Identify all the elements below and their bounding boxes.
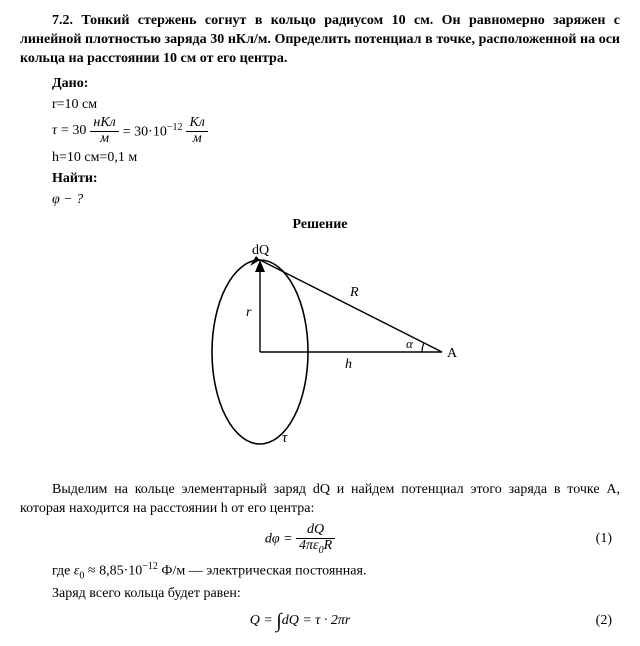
eq2-prefix: Q = xyxy=(250,613,277,628)
epsilon-line: где ε0 ≈ 8,85·10−12 Ф/м — электрическая … xyxy=(20,560,620,583)
label-R: R xyxy=(349,285,359,300)
eq1-number: (1) xyxy=(580,530,620,549)
given-h: h=10 см=0,1 м xyxy=(52,149,620,168)
tau-frac1-num: нКл xyxy=(90,116,118,132)
tau-frac2-den: м xyxy=(186,132,207,147)
tau-frac1: нКл м xyxy=(90,116,118,146)
eq1-num: dQ xyxy=(296,523,335,539)
label-A: A xyxy=(447,346,458,361)
eq1-lhs: dφ = xyxy=(265,532,293,547)
paragraph-1: Выделим на кольце элементарный заряд dQ … xyxy=(20,481,620,519)
label-tau: τ xyxy=(282,430,288,446)
eq2-number: (2) xyxy=(580,612,620,631)
find-expr: φ − ? xyxy=(52,191,620,210)
given-radius: r=10 см xyxy=(52,96,620,115)
ring-diagram-svg: dQ r R h α A τ xyxy=(170,242,470,462)
problem-statement: 7.2. Тонкий стержень согнут в кольцо рад… xyxy=(20,12,620,69)
label-h: h xyxy=(345,357,352,372)
equation-1: dφ = dQ 4πε0R (1) xyxy=(20,523,620,556)
tau-frac1-den: м xyxy=(90,132,118,147)
label-alpha: α xyxy=(406,336,414,351)
tau-frac2-num: Кл xyxy=(186,116,207,132)
given-block: Дано: r=10 см τ = 30 нКл м = 30·10−12 Кл… xyxy=(20,75,620,210)
eq2-mid: dQ = τ · 2πr xyxy=(282,613,351,628)
eq1-den: 4πε0R xyxy=(296,539,335,556)
equation-2: Q = ∫dQ = τ · 2πr (2) xyxy=(20,608,620,635)
eq1-frac: dQ 4πε0R xyxy=(296,523,335,556)
find-title: Найти: xyxy=(52,170,620,189)
tau-symbol: τ xyxy=(52,122,57,141)
problem-number: 7.2. xyxy=(52,13,73,28)
tau-frac2: Кл м xyxy=(186,116,207,146)
paragraph-2: Заряд всего кольца будет равен: xyxy=(20,585,620,604)
given-title: Дано: xyxy=(52,75,620,94)
tau-eq1: = 30 xyxy=(61,122,86,141)
problem-text: Тонкий стержень согнут в кольцо радиусом… xyxy=(20,13,620,66)
given-tau: τ = 30 нКл м = 30·10−12 Кл м xyxy=(52,116,620,146)
label-dQ: dQ xyxy=(252,243,269,258)
tau-mid: = 30·10−12 xyxy=(123,121,183,143)
solution-title: Решение xyxy=(20,216,620,235)
diagram: dQ r R h α A τ xyxy=(20,242,620,469)
label-r: r xyxy=(246,305,252,320)
